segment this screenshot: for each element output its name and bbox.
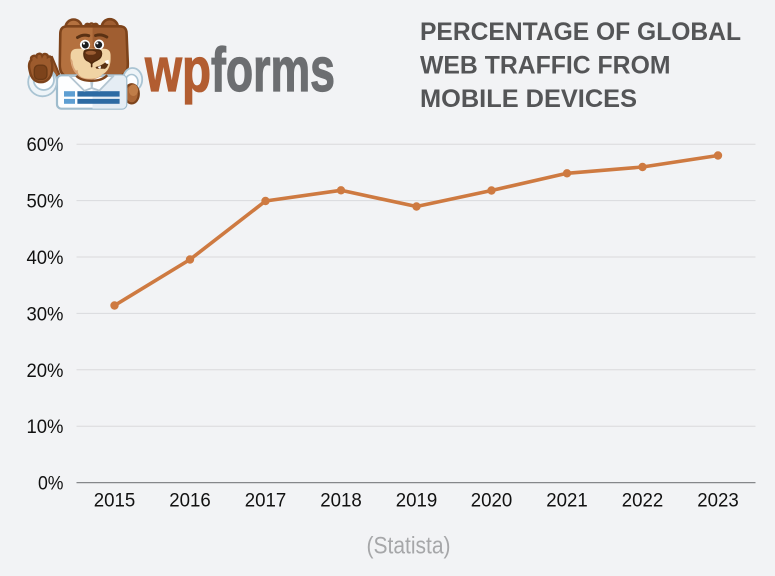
svg-text:2017: 2017 (245, 489, 287, 511)
svg-text:(Statista): (Statista) (367, 532, 451, 559)
svg-text:20%: 20% (27, 360, 64, 382)
svg-text:60%: 60% (27, 134, 64, 156)
svg-text:2022: 2022 (622, 489, 664, 511)
svg-text:WEB TRAFFIC FROM: WEB TRAFFIC FROM (420, 53, 671, 80)
svg-text:40%: 40% (27, 247, 64, 269)
svg-text:wp: wp (144, 36, 211, 105)
svg-text:2016: 2016 (169, 489, 211, 511)
svg-text:PERCENTAGE OF GLOBAL: PERCENTAGE OF GLOBAL (420, 19, 741, 46)
svg-text:forms: forms (211, 36, 335, 105)
svg-text:2018: 2018 (320, 489, 362, 511)
svg-text:2015: 2015 (94, 489, 136, 511)
svg-text:2023: 2023 (697, 489, 739, 511)
svg-text:2019: 2019 (396, 489, 438, 511)
svg-text:50%: 50% (27, 191, 64, 213)
svg-text:2021: 2021 (546, 489, 588, 511)
svg-text:0%: 0% (38, 473, 64, 495)
svg-text:MOBILE DEVICES: MOBILE DEVICES (420, 86, 637, 113)
svg-text:30%: 30% (27, 303, 64, 325)
svg-text:2020: 2020 (471, 489, 513, 511)
svg-text:10%: 10% (27, 416, 64, 438)
